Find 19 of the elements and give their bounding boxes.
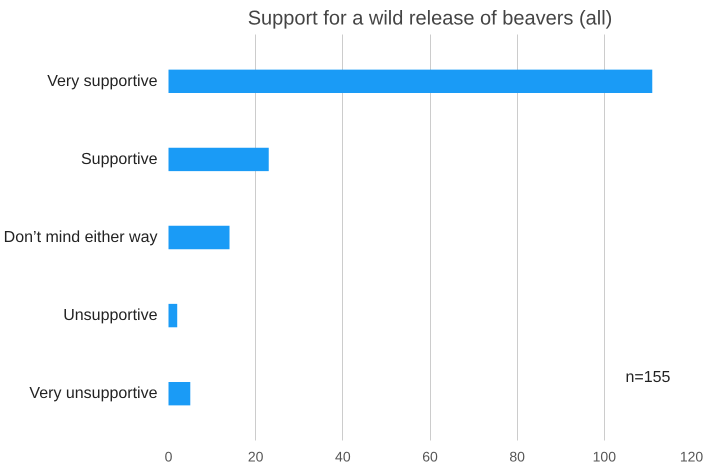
y-tick-label: Very supportive — [47, 72, 158, 90]
y-tick-label: Unsupportive — [63, 307, 158, 324]
bar — [168, 382, 190, 406]
bar — [168, 226, 230, 250]
y-tick-label: Don’t mind either way — [4, 229, 158, 246]
x-tick-label: 60 — [422, 448, 438, 464]
bar — [168, 148, 269, 172]
bar — [168, 304, 178, 328]
bar — [168, 70, 652, 94]
y-tick-label: Supportive — [81, 150, 158, 168]
x-tick-label: 100 — [592, 448, 616, 464]
x-tick-label: 40 — [335, 448, 351, 464]
chart-title: Support for a wild release of beavers (all) — [248, 8, 612, 30]
x-tick-label: 80 — [509, 448, 526, 464]
x-tick-label: 0 — [164, 448, 173, 464]
y-tick-label: Very unsupportive — [29, 385, 158, 402]
annotation: n=155 — [625, 368, 670, 386]
x-tick-label: 20 — [248, 448, 264, 464]
x-tick-label: 120 — [680, 448, 704, 464]
